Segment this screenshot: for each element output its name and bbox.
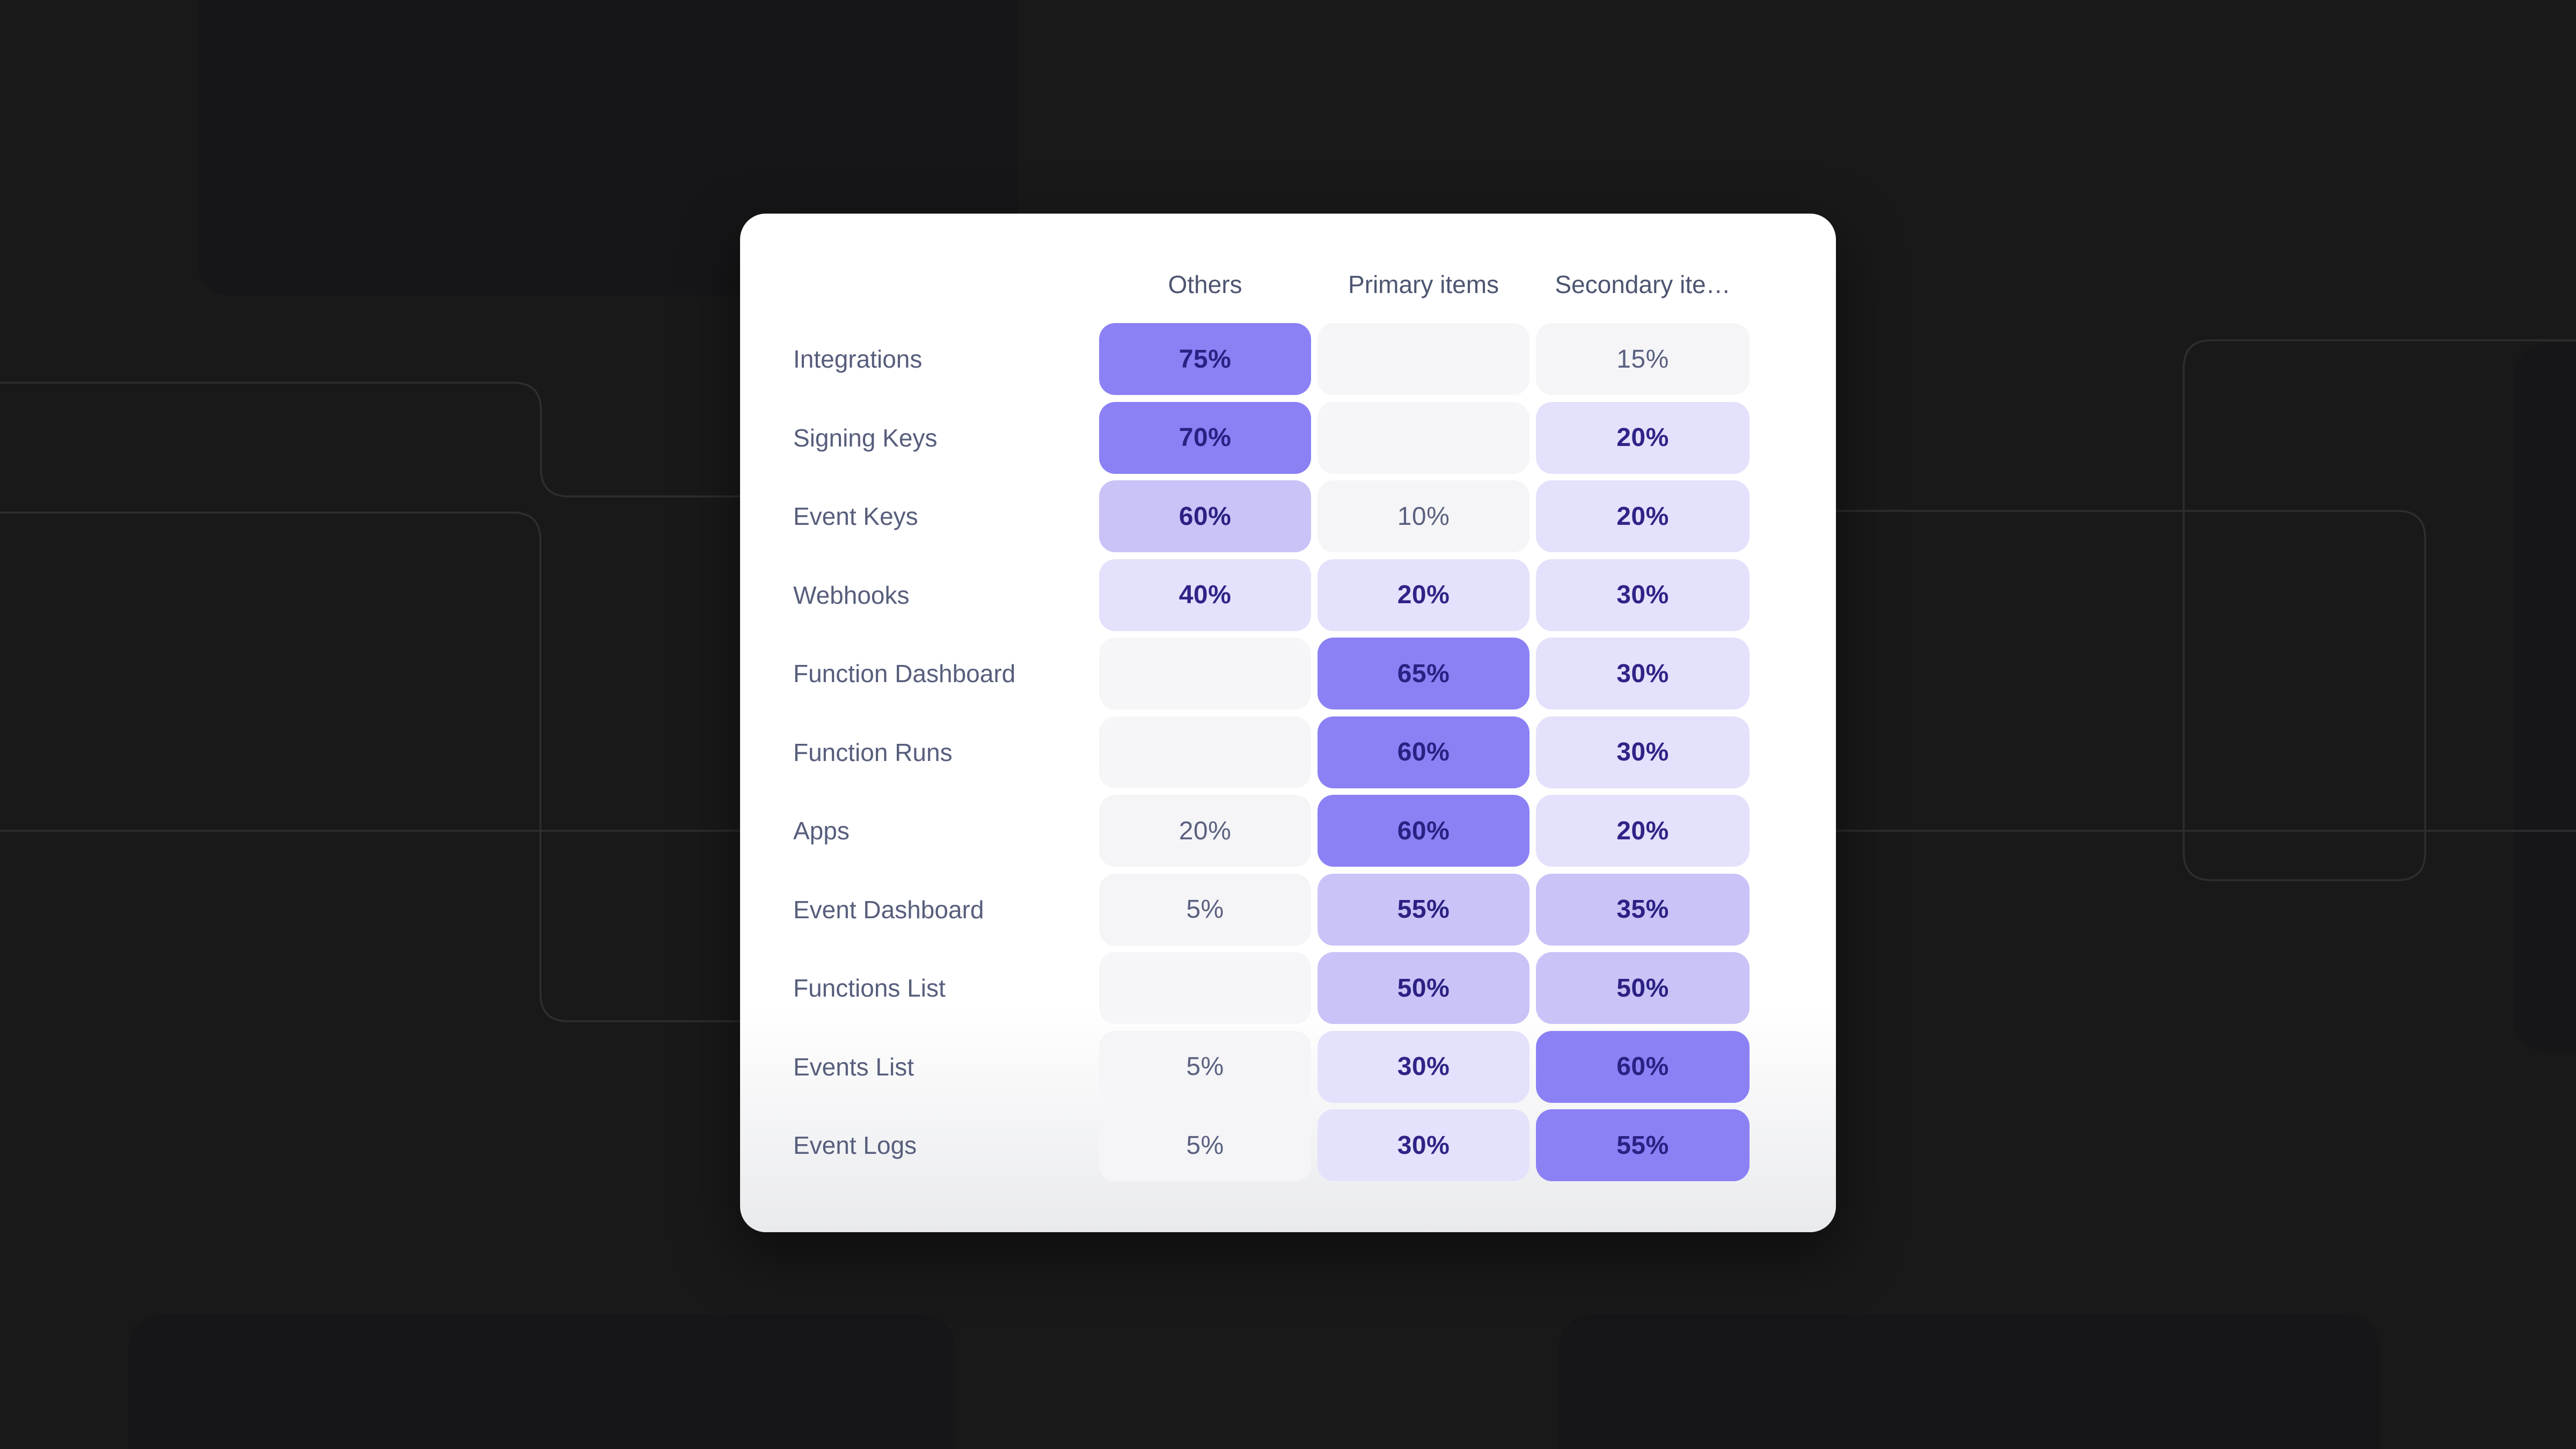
row-label: Event Dashboard bbox=[793, 895, 984, 924]
row-label: Event Logs bbox=[793, 1131, 917, 1159]
heatmap-cell: 60% bbox=[1318, 716, 1529, 788]
heatmap-cell: 10% bbox=[1318, 480, 1529, 552]
column-header: Secondary ite… bbox=[1555, 270, 1731, 298]
heatmap-cell: 65% bbox=[1318, 638, 1529, 709]
header-spacer bbox=[793, 269, 1093, 299]
table-row: Function Dashboard 65% 30% bbox=[793, 638, 1782, 709]
row-label: Events List bbox=[793, 1052, 914, 1081]
table-row: Function Runs 60% 30% bbox=[793, 716, 1782, 788]
heatmap-cell: 20% bbox=[1099, 795, 1311, 867]
row-label: Functions List bbox=[793, 974, 946, 1002]
column-header: Primary items bbox=[1348, 270, 1499, 298]
row-label: Apps bbox=[793, 817, 850, 845]
heatmap-cell: 20% bbox=[1536, 480, 1750, 552]
heatmap-cell: 30% bbox=[1318, 1109, 1529, 1181]
corner-panels bbox=[129, 0, 2576, 1449]
heatmap-cell: 30% bbox=[1318, 1030, 1529, 1103]
row-label: Integrations bbox=[793, 345, 923, 373]
heatmap-body: Integrations 75% 15% Signing Keys 70% 20% Even… bbox=[793, 323, 1782, 1181]
column-header: Others bbox=[1168, 270, 1242, 298]
heatmap-cell: 55% bbox=[1318, 873, 1529, 946]
table-row: Apps 20% 60% 20% bbox=[793, 795, 1782, 867]
row-label: Webhooks bbox=[793, 581, 910, 609]
row-label: Function Runs bbox=[793, 738, 953, 766]
heatmap-cell bbox=[1099, 716, 1311, 788]
heatmap-table: Others Primary items Secondary ite… Integr… bbox=[793, 214, 1782, 1181]
heatmap-cell: 30% bbox=[1536, 716, 1750, 788]
pipe-left-bottom bbox=[0, 511, 762, 1022]
panel-right bbox=[2514, 343, 2576, 1052]
panel-bottom-left bbox=[129, 1315, 955, 1449]
heatmap-cell: 5% bbox=[1099, 1109, 1311, 1181]
heatmap-cell: 50% bbox=[1318, 952, 1529, 1024]
header-row: Others Primary items Secondary ite… bbox=[793, 214, 1782, 299]
heatmap-cell: 70% bbox=[1099, 401, 1311, 474]
pipe-right bbox=[1792, 339, 2576, 881]
table-row: Webhooks 40% 20% 30% bbox=[793, 559, 1782, 631]
heatmap-cell: 20% bbox=[1318, 559, 1529, 631]
row-label: Function Dashboard bbox=[793, 660, 1016, 687]
heatmap-cell bbox=[1099, 638, 1311, 709]
heatmap-cell: 60% bbox=[1099, 480, 1311, 552]
table-row: Event Keys 60% 10% 20% bbox=[793, 480, 1782, 552]
row-label: Event Keys bbox=[793, 502, 918, 530]
heatmap-cell: 40% bbox=[1099, 559, 1311, 631]
table-row: Integrations 75% 15% bbox=[793, 323, 1782, 395]
row-label: Signing Keys bbox=[793, 423, 938, 452]
heatmap-cell: 35% bbox=[1536, 873, 1750, 946]
heatmap-cell: 5% bbox=[1099, 1030, 1311, 1103]
heatmap-card: Others Primary items Secondary ite… Integr… bbox=[740, 214, 1836, 1232]
heatmap-cell: 60% bbox=[1318, 795, 1529, 867]
heatmap-cell: 75% bbox=[1099, 323, 1311, 395]
heatmap-cell: 30% bbox=[1536, 638, 1750, 709]
heatmap-cell bbox=[1318, 401, 1529, 474]
panel-bottom-right bbox=[1559, 1315, 2380, 1449]
table-row: Event Dashboard 5% 55% 35% bbox=[793, 873, 1782, 946]
table-row: Functions List 50% 50% bbox=[793, 952, 1782, 1024]
heatmap-cell: 50% bbox=[1536, 952, 1750, 1024]
table-row: Events List 5% 30% 60% bbox=[793, 1030, 1782, 1103]
table-row: Signing Keys 70% 20% bbox=[793, 401, 1782, 474]
heatmap-cell: 15% bbox=[1536, 323, 1750, 395]
heatmap-cell bbox=[1099, 952, 1311, 1024]
heatmap-cell: 60% bbox=[1536, 1030, 1750, 1103]
heatmap-cell: 55% bbox=[1536, 1109, 1750, 1181]
heatmap-cell: 20% bbox=[1536, 795, 1750, 867]
pipe-left-top bbox=[0, 382, 762, 497]
heatmap-cell: 20% bbox=[1536, 401, 1750, 474]
heatmap-cell: 5% bbox=[1099, 873, 1311, 946]
table-row: Event Logs 5% 30% 55% bbox=[793, 1109, 1782, 1181]
heatmap-cell: 30% bbox=[1536, 559, 1750, 631]
heatmap-cell bbox=[1318, 323, 1529, 395]
